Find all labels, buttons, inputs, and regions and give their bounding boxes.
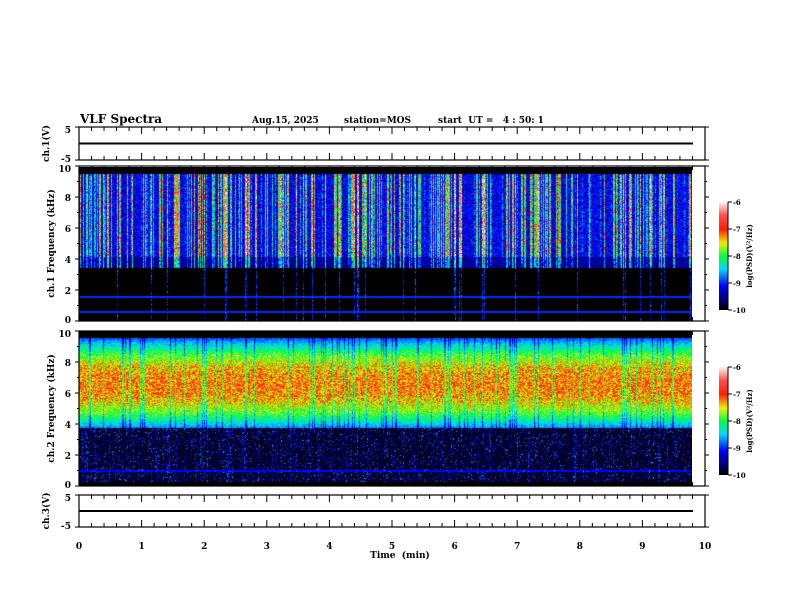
ch2-spectrogram-ytick-label: 6 [65,390,71,400]
x-tick-label: 3 [264,542,270,552]
colorbar-tick-label: -9 [733,279,741,288]
colorbar-tick-label: -7 [733,390,741,399]
ch2-spectrogram-frame [78,330,706,487]
date-label: Aug.15, 2025 [251,116,319,126]
colorbar-tick-label: -6 [733,198,741,207]
colorbar-tick-label: -10 [733,471,746,480]
ch1-spectrogram-ytick-label: 0 [65,316,71,326]
ch3-waveform-ytick-label: 5 [65,494,71,504]
ch2-colorbar [719,367,728,475]
ch2-spectrogram-ylabel: ch.2 Frequency (kHz) [46,354,57,463]
x-tick-label: 4 [326,542,332,552]
ch1-spectrogram-ytick-label: 10 [58,165,71,175]
colorbar-tick-label: -6 [733,363,741,372]
colorbar-tick-label: -7 [733,225,741,234]
x-tick-label: 5 [389,542,395,552]
ch2-spectrogram-ytick-label: 0 [65,481,71,491]
ch2-spectrogram-image [79,331,692,486]
colorbar-tick-label: -9 [733,444,741,453]
colorbar-tick-label: -8 [733,417,741,426]
x-tick-label: 6 [451,542,457,552]
colorbar-label: log(PSD)(V²/Hz) [745,389,754,453]
x-tick-label: 9 [639,542,645,552]
ch1-spectrogram-ytick-label: 2 [65,287,71,297]
ch1-waveform-ylabel: ch.1(V) [41,125,52,162]
ch3-waveform-ylabel: ch.3(V) [41,493,52,530]
colorbar-label: log(PSD)(V²/Hz) [745,224,754,288]
ch1-colorbar [719,202,728,310]
ch1-spectrogram-ytick-label: 6 [65,225,71,235]
ch1-waveform-ytick-label: -5 [61,155,71,165]
start-ut-label: start UT = 4 : 50: 1 [438,116,544,126]
ch2-spectrogram-ytick-label: 10 [58,330,71,340]
ch1-spectrogram-frame [78,165,706,322]
ch3-waveform-ytick-label: -5 [61,522,71,532]
ch1-waveform-ytick-label: 5 [65,126,71,136]
ch1-spectrogram-image [79,167,692,321]
x-tick-label: 2 [201,542,207,552]
colorbar-tick-label: -10 [733,306,746,315]
x-tick-label: 7 [514,542,520,552]
ch2-spectrogram-ytick-label: 8 [65,359,71,369]
ch2-spectrogram-ytick-label: 4 [65,421,71,431]
ch1-spectrogram-ytick-label: 4 [65,256,71,266]
x-axis-label: Time (min) [370,550,430,561]
ch2-spectrogram-ytick-label: 2 [65,452,71,462]
x-tick-label: 10 [699,542,712,552]
x-tick-label: 0 [76,542,82,552]
ch1-spectrogram-ylabel: ch.1 Frequency (kHz) [46,189,57,298]
ch1-spectrogram-ytick-label: 8 [65,194,71,204]
figure-title: VLF Spectra [79,112,162,126]
x-tick-label: 8 [577,542,583,552]
colorbar-tick-label: -8 [733,252,741,261]
station-label: station=MOS [344,116,411,126]
x-tick-label: 1 [138,542,144,552]
